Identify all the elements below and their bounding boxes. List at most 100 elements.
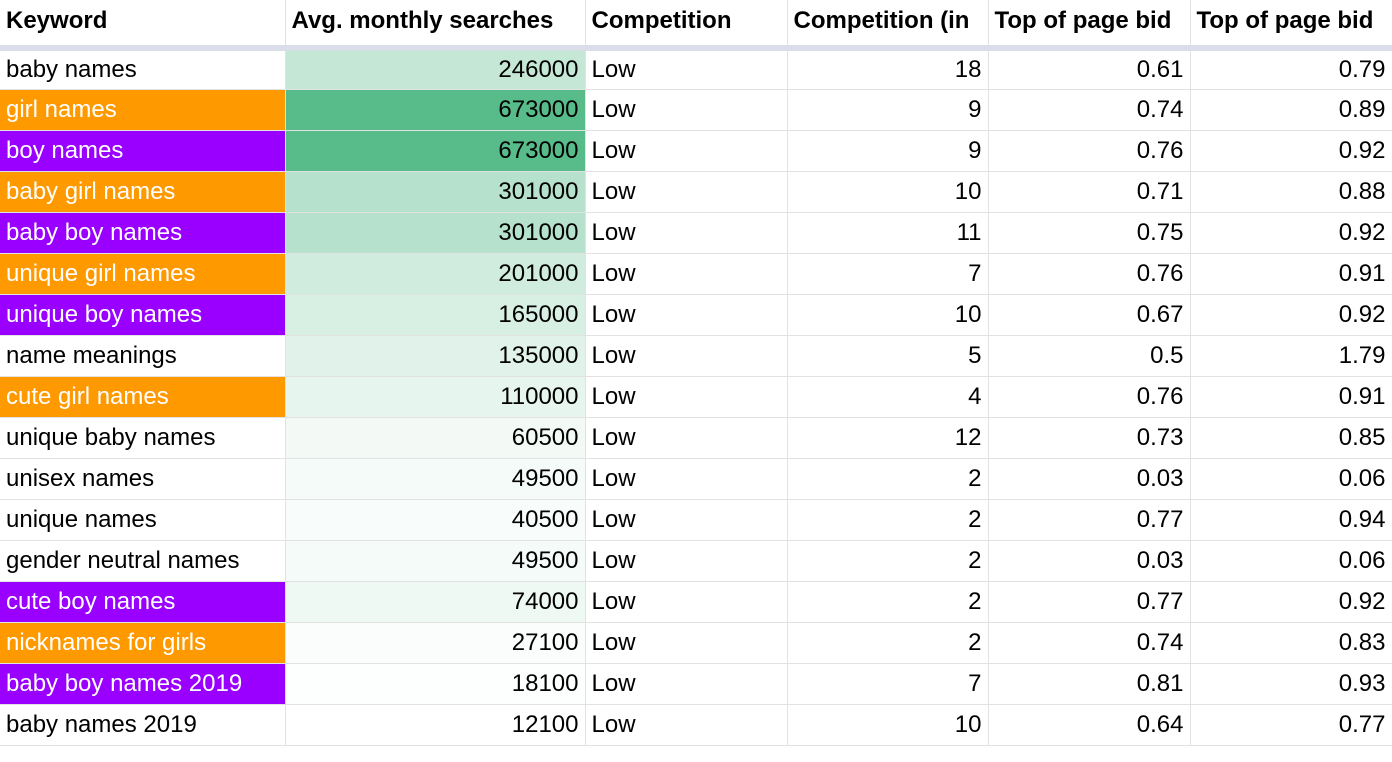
keyword-cell: unique girl names: [0, 253, 286, 295]
keyword-cell: cute boy names: [0, 581, 286, 623]
keyword-cell: baby girl names: [0, 171, 286, 213]
row: unique baby names 60500 Low 12 0.73 0.85: [0, 417, 1392, 459]
competition-cell: Low: [585, 540, 788, 582]
bid-high-cell: 0.88: [1190, 171, 1392, 213]
bid-high-cell: 0.06: [1190, 458, 1392, 500]
keyword-cell: unique baby names: [0, 417, 286, 459]
index-cell: 10: [787, 704, 989, 746]
rows: baby names 246000 Low 18 0.61 0.79 girl names 6…: [0, 48, 1392, 746]
index-cell: 9: [787, 130, 989, 172]
row: girl names 673000 Low 9 0.74 0.89: [0, 89, 1392, 131]
bid-low-cell: 0.76: [988, 130, 1191, 172]
column-header: Avg. monthly searches: [285, 0, 586, 51]
index-cell: 10: [787, 294, 989, 336]
searches-cell: 49500: [285, 458, 586, 500]
bid-low-cell: 0.81: [988, 663, 1191, 705]
header: Keyword Avg. monthly searches Competition C…: [0, 0, 1392, 51]
bid-low-cell: 0.73: [988, 417, 1191, 459]
index-cell: 2: [787, 499, 989, 541]
row: baby boy names 301000 Low 11 0.75 0.92: [0, 212, 1392, 254]
competition-cell: Low: [585, 622, 788, 664]
bid-high-cell: 0.94: [1190, 499, 1392, 541]
column-header: Top of page bid: [988, 0, 1191, 51]
row: baby girl names 301000 Low 10 0.71 0.88: [0, 171, 1392, 213]
index-cell: 2: [787, 540, 989, 582]
competition-cell: Low: [585, 171, 788, 213]
column-header: Competition (in: [787, 0, 989, 51]
keyword-cell: unique boy names: [0, 294, 286, 336]
row: gender neutral names 49500 Low 2 0.03 0.06: [0, 540, 1392, 582]
keyword-cell: boy names: [0, 130, 286, 172]
competition-cell: Low: [585, 458, 788, 500]
bid-high-cell: 0.79: [1190, 48, 1392, 90]
bid-high-cell: 0.83: [1190, 622, 1392, 664]
bid-high-cell: 0.06: [1190, 540, 1392, 582]
searches-cell: 27100: [285, 622, 586, 664]
competition-cell: Low: [585, 417, 788, 459]
header-row: Keyword Avg. monthly searches Competition C…: [0, 0, 1392, 51]
row: cute boy names 74000 Low 2 0.77 0.92: [0, 581, 1392, 623]
competition-cell: Low: [585, 212, 788, 254]
index-cell: 9: [787, 89, 989, 131]
bid-low-cell: 0.61: [988, 48, 1191, 90]
bid-high-cell: 0.92: [1190, 130, 1392, 172]
keyword-cell: baby boy names: [0, 212, 286, 254]
keyword-cell: baby names: [0, 48, 286, 90]
searches-cell: 201000: [285, 253, 586, 295]
searches-cell: 18100: [285, 663, 586, 705]
bid-low-cell: 0.67: [988, 294, 1191, 336]
index-cell: 10: [787, 171, 989, 213]
index-cell: 4: [787, 376, 989, 418]
index-cell: 5: [787, 335, 989, 377]
index-cell: 7: [787, 253, 989, 295]
index-cell: 7: [787, 663, 989, 705]
competition-cell: Low: [585, 704, 788, 746]
index-cell: 12: [787, 417, 989, 459]
bid-high-cell: 0.85: [1190, 417, 1392, 459]
column-header: Competition: [585, 0, 788, 51]
bid-low-cell: 0.71: [988, 171, 1191, 213]
row: cute girl names 110000 Low 4 0.76 0.91: [0, 376, 1392, 418]
index-cell: 2: [787, 458, 989, 500]
row: unisex names 49500 Low 2 0.03 0.06: [0, 458, 1392, 500]
keyword-cell: gender neutral names: [0, 540, 286, 582]
bid-low-cell: 0.74: [988, 89, 1191, 131]
searches-cell: 673000: [285, 130, 586, 172]
bid-high-cell: 0.77: [1190, 704, 1392, 746]
keyword-cell: cute girl names: [0, 376, 286, 418]
searches-cell: 110000: [285, 376, 586, 418]
row: unique boy names 165000 Low 10 0.67 0.92: [0, 294, 1392, 336]
searches-cell: 135000: [285, 335, 586, 377]
index-cell: 2: [787, 622, 989, 664]
bid-low-cell: 0.5: [988, 335, 1191, 377]
bid-high-cell: 0.89: [1190, 89, 1392, 131]
column-header: Top of page bid: [1190, 0, 1392, 51]
bid-low-cell: 0.03: [988, 540, 1191, 582]
bid-high-cell: 1.79: [1190, 335, 1392, 377]
searches-cell: 673000: [285, 89, 586, 131]
keyword-cell: name meanings: [0, 335, 286, 377]
bid-low-cell: 0.74: [988, 622, 1191, 664]
bid-low-cell: 0.77: [988, 581, 1191, 623]
bid-high-cell: 0.91: [1190, 253, 1392, 295]
bid-low-cell: 0.64: [988, 704, 1191, 746]
keyword-cell: nicknames for girls: [0, 622, 286, 664]
competition-cell: Low: [585, 663, 788, 705]
searches-cell: 301000: [285, 212, 586, 254]
competition-cell: Low: [585, 581, 788, 623]
bid-high-cell: 0.92: [1190, 212, 1392, 254]
bid-high-cell: 0.92: [1190, 581, 1392, 623]
bid-low-cell: 0.03: [988, 458, 1191, 500]
competition-cell: Low: [585, 130, 788, 172]
row: nicknames for girls 27100 Low 2 0.74 0.83: [0, 622, 1392, 664]
searches-cell: 165000: [285, 294, 586, 336]
searches-cell: 74000: [285, 581, 586, 623]
competition-cell: Low: [585, 499, 788, 541]
row: baby names 2019 12100 Low 10 0.64 0.77: [0, 704, 1392, 746]
bid-high-cell: 0.93: [1190, 663, 1392, 705]
bid-low-cell: 0.75: [988, 212, 1191, 254]
competition-cell: Low: [585, 294, 788, 336]
keyword-cell: unique names: [0, 499, 286, 541]
competition-cell: Low: [585, 376, 788, 418]
